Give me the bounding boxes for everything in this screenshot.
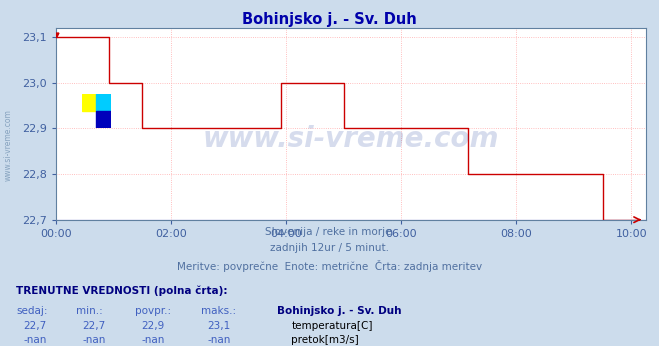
Text: TRENUTNE VREDNOSTI (polna črta):: TRENUTNE VREDNOSTI (polna črta): bbox=[16, 285, 228, 296]
Text: Meritve: povprečne  Enote: metrične  Črta: zadnja meritev: Meritve: povprečne Enote: metrične Črta:… bbox=[177, 260, 482, 272]
Text: maks.:: maks.: bbox=[201, 306, 236, 316]
Text: -nan: -nan bbox=[23, 335, 46, 345]
Text: 22,9: 22,9 bbox=[142, 321, 165, 331]
Bar bbox=[96, 94, 111, 111]
Text: zadnjih 12ur / 5 minut.: zadnjih 12ur / 5 minut. bbox=[270, 243, 389, 253]
Text: 22,7: 22,7 bbox=[23, 321, 46, 331]
Text: min.:: min.: bbox=[76, 306, 103, 316]
Text: -nan: -nan bbox=[208, 335, 231, 345]
Text: 22,7: 22,7 bbox=[82, 321, 105, 331]
Text: www.si-vreme.com: www.si-vreme.com bbox=[3, 109, 13, 181]
Text: povpr.:: povpr.: bbox=[135, 306, 171, 316]
Text: -nan: -nan bbox=[82, 335, 105, 345]
Text: Slovenija / reke in morje.: Slovenija / reke in morje. bbox=[264, 227, 395, 237]
Text: sedaj:: sedaj: bbox=[16, 306, 48, 316]
Bar bbox=[82, 94, 96, 111]
Bar bbox=[96, 111, 111, 128]
Text: temperatura[C]: temperatura[C] bbox=[291, 321, 373, 331]
Text: www.si-vreme.com: www.si-vreme.com bbox=[203, 125, 499, 153]
Text: Bohinjsko j. - Sv. Duh: Bohinjsko j. - Sv. Duh bbox=[277, 306, 401, 316]
Text: pretok[m3/s]: pretok[m3/s] bbox=[291, 335, 359, 345]
Text: 23,1: 23,1 bbox=[208, 321, 231, 331]
Text: Bohinjsko j. - Sv. Duh: Bohinjsko j. - Sv. Duh bbox=[242, 12, 417, 27]
Text: -nan: -nan bbox=[142, 335, 165, 345]
